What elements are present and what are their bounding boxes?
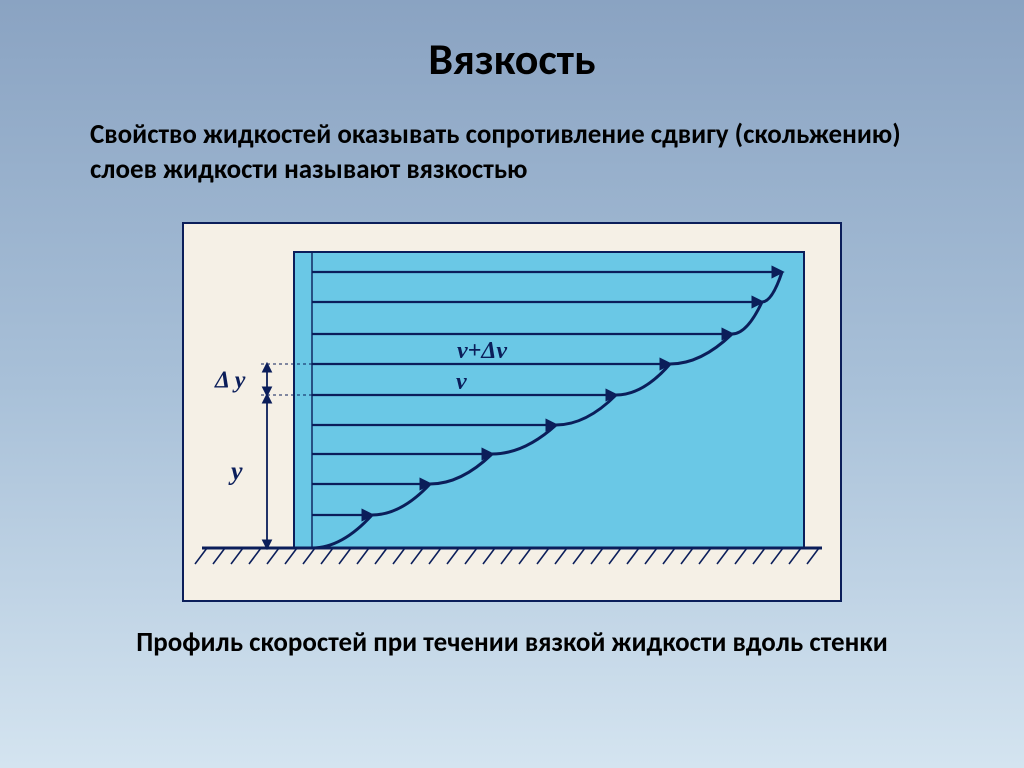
- svg-text:v+Δv: v+Δv: [457, 338, 507, 364]
- velocity-profile-diagram: Δ y y v+Δv v: [182, 222, 842, 602]
- definition-text: Свойство жидкостей оказывать сопротивлен…: [90, 118, 930, 187]
- slide-title: Вязкость: [0, 32, 1024, 86]
- slide: Вязкость Свойство жидкостей оказывать со…: [0, 0, 1024, 768]
- diagram-svg: Δ y y v+Δv v: [182, 222, 842, 602]
- svg-text:Δ y: Δ y: [214, 368, 246, 394]
- svg-text:y: y: [228, 457, 243, 486]
- caption-text: Профиль скоростей при течении вязкой жид…: [0, 626, 1024, 661]
- svg-text:v: v: [456, 369, 467, 395]
